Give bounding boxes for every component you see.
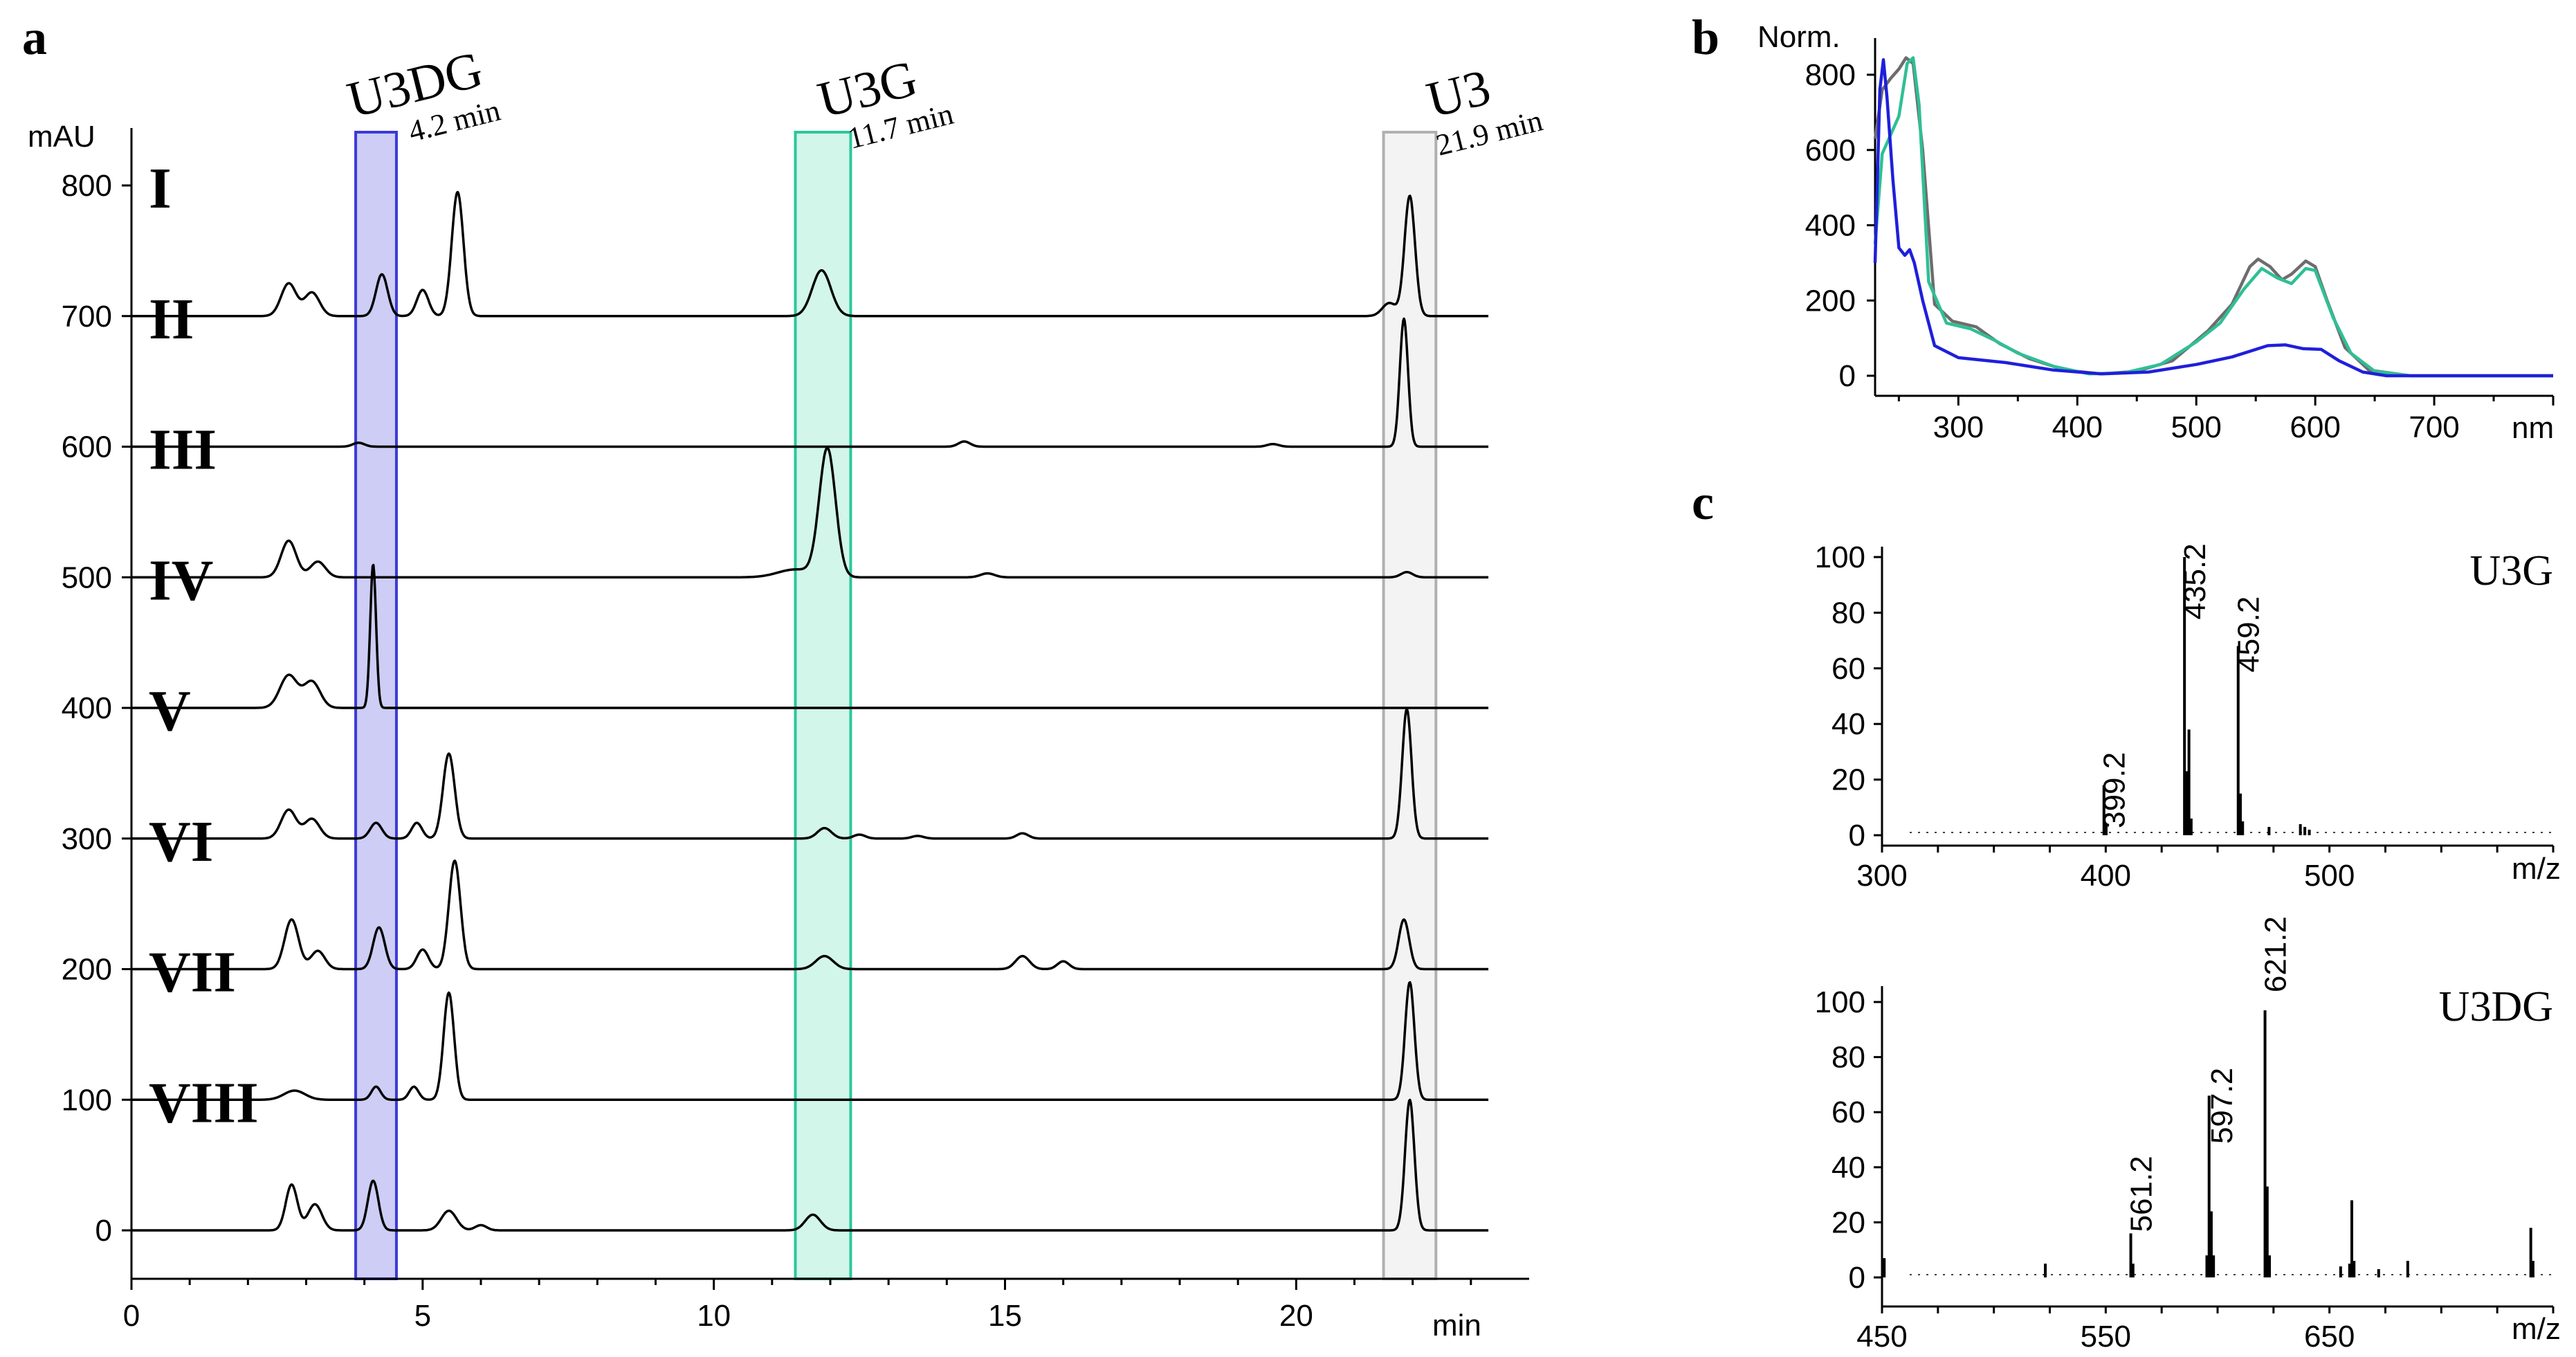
ms-y-tick-label: 20 [1831, 1205, 1865, 1239]
ms-u3dg-peaks: 561.2 597.2 621.2 [1883, 916, 2553, 1277]
ms-y-tick-label: 0 [1849, 1261, 1865, 1295]
ms-u3g-x-unit: m/z [2512, 852, 2561, 886]
y-tick-label: 200 [62, 953, 112, 987]
ms-u3g-axes: 0 20 40 60 80 100 300 400 500 [1815, 540, 2555, 893]
trace-label-iii: III [149, 418, 217, 482]
panel-letter-c: c [1692, 475, 1714, 530]
x-tick-label: 15 [988, 1299, 1022, 1333]
ms-peak-label: 435.2 [2178, 543, 2212, 619]
uv-y-tick-label: 400 [1805, 209, 1856, 243]
ms-u3dg-axes: 0 20 40 60 80 100 450 550 650 [1815, 985, 2555, 1354]
y-tick-label: 600 [62, 430, 112, 464]
ms-x-tick-label: 450 [1856, 1320, 1907, 1354]
ms-y-tick-label: 0 [1849, 819, 1865, 853]
highlight-bands [354, 131, 1438, 1280]
y-tick-label: 400 [62, 691, 112, 725]
ms-peak-label: 597.2 [2205, 1068, 2239, 1144]
x-tick-label: 5 [414, 1299, 431, 1333]
ms-y-tick-label: 100 [1815, 985, 1865, 1019]
ms-u3dg-title: U3DG [2439, 983, 2553, 1030]
x-axis-unit: min [1432, 1309, 1481, 1342]
ms-peak-label: 561.2 [2125, 1156, 2159, 1232]
ms-peak-label: 399.2 [2098, 752, 2132, 828]
highlight-band-u3g [794, 131, 852, 1280]
trace-label-ii: II [149, 287, 194, 352]
y-tick-label: 500 [62, 561, 112, 594]
chromatogram-panel: U3DG 4.2 min U3G 11.7 min U3 21.9 min 0 1… [28, 41, 1546, 1342]
ms-peak-label: 459.2 [2232, 596, 2266, 673]
ms-x-tick-label: 400 [2081, 859, 2131, 893]
ms-y-tick-label: 20 [1831, 763, 1865, 797]
y-tick-label: 100 [62, 1083, 112, 1117]
ms-peak-label: 621.2 [2259, 916, 2293, 992]
band-labels: U3DG 4.2 min U3G 11.7 min U3 21.9 min [342, 41, 1546, 163]
ms-u3dg-x-unit: m/z [2512, 1312, 2561, 1346]
ms-y-tick-label: 80 [1831, 1041, 1865, 1075]
ms-y-tick-label: 60 [1831, 1095, 1865, 1129]
trace-iii [131, 446, 1489, 579]
x-tick-label: 10 [697, 1299, 731, 1333]
uv-vis-traces [1873, 56, 2553, 378]
trace-label-vi: VI [149, 810, 213, 874]
ms-spectrum-u3g: 0 20 40 60 80 100 300 400 500 U3G m/z 399.2 435.2… [1815, 540, 2561, 893]
y-axis-unit: mAU [28, 120, 95, 154]
uv-x-tick-label: 300 [1933, 410, 1984, 444]
y-tick-label: 700 [62, 300, 112, 334]
panel-letter-b: b [1692, 10, 1719, 65]
ms-x-tick-label: 650 [2304, 1320, 2355, 1354]
y-tick-label: 300 [62, 822, 112, 856]
uv-x-tick-label: 600 [2290, 410, 2340, 444]
uv-y-tick-label: 0 [1839, 359, 1856, 393]
trace-ii [131, 317, 1489, 448]
ms-x-tick-label: 300 [1856, 859, 1907, 893]
trace-vii [131, 981, 1489, 1102]
trace-viii [131, 1098, 1489, 1232]
uv-vis-panel: 0 200 400 600 800 300 400 500 600 700 Norm. nm [1757, 20, 2555, 445]
ms-spectrum-u3dg: 0 20 40 60 80 100 450 550 650 U3DG m/z 561.2 597.… [1815, 916, 2561, 1354]
trace-label-viii: VIII [149, 1071, 259, 1135]
trace-iv [131, 563, 1489, 709]
y-tick-label: 800 [62, 169, 112, 203]
ms-u3g-title: U3G [2469, 547, 2553, 594]
uv-x-tick-label: 500 [2171, 410, 2221, 444]
ms-y-tick-label: 80 [1831, 596, 1865, 630]
x-tick-label: 0 [123, 1299, 140, 1333]
chromatogram-axes: 0 100 200 300 400 500 600 700 800 0 5 10 15 20 [62, 128, 1529, 1333]
trace-label-vii: VII [149, 940, 236, 1005]
x-tick-label: 20 [1279, 1299, 1313, 1333]
trace-label-v: V [149, 679, 191, 743]
uv-y-tick-label: 200 [1805, 284, 1856, 318]
ms-y-tick-label: 60 [1831, 652, 1865, 686]
ms-y-tick-label: 40 [1831, 707, 1865, 741]
uv-trace-u3g [1873, 56, 2553, 378]
uv-x-axis-unit: nm [2512, 411, 2554, 445]
uv-vis-axes: 0 200 400 600 800 300 400 500 600 700 [1805, 38, 2555, 444]
ms-y-tick-label: 40 [1831, 1151, 1865, 1185]
trace-v [131, 708, 1489, 840]
trace-label-iv: IV [149, 548, 213, 612]
uv-trace-u3dg [1873, 58, 2553, 378]
uv-y-axis-unit: Norm. [1757, 20, 1840, 54]
uv-x-tick-label: 700 [2409, 410, 2459, 444]
trace-i [131, 190, 1489, 318]
panel-letter-a: a [22, 10, 47, 65]
ms-u3g-peaks: 399.2 435.2 459.2 [1910, 543, 2553, 835]
highlight-band-u3 [1382, 131, 1438, 1280]
ms-x-tick-label: 550 [2081, 1320, 2131, 1354]
uv-y-tick-label: 800 [1805, 58, 1856, 92]
trace-label-i: I [149, 156, 172, 221]
y-tick-label: 0 [95, 1214, 112, 1248]
ms-y-tick-label: 100 [1815, 540, 1865, 574]
uv-y-tick-label: 600 [1805, 134, 1856, 167]
trace-vi [131, 859, 1489, 971]
uv-x-tick-label: 400 [2052, 410, 2103, 444]
ms-x-tick-label: 500 [2304, 859, 2355, 893]
